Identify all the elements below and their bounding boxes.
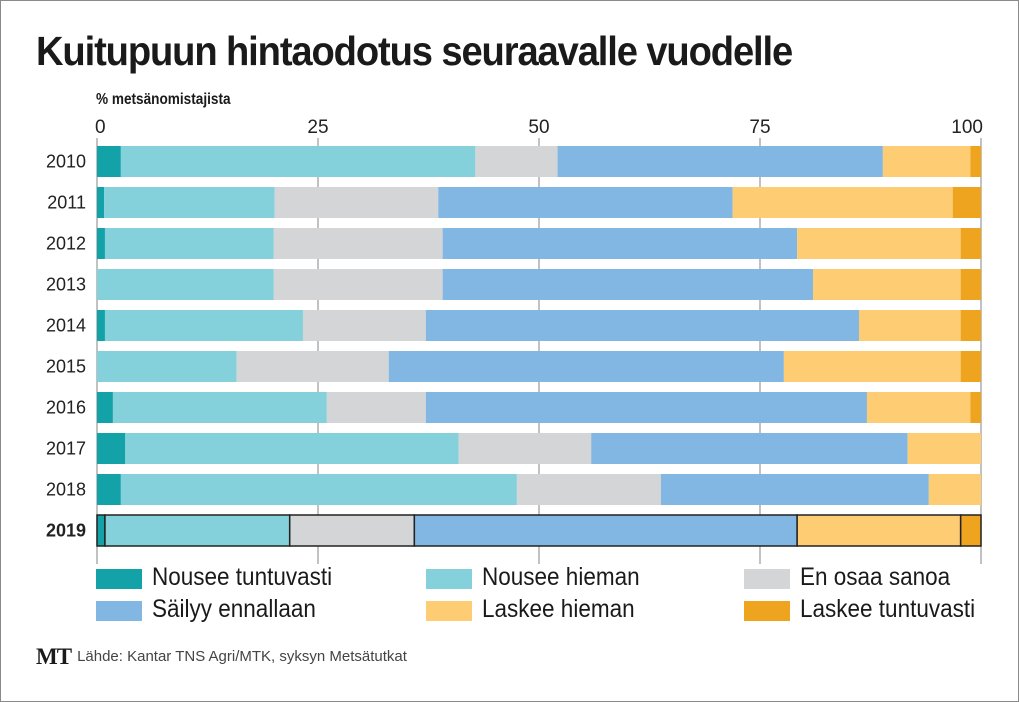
bar-segment	[732, 187, 953, 218]
bar-segment	[97, 146, 121, 177]
bar-segment	[274, 187, 439, 218]
y-tick-label: 2016	[46, 398, 86, 418]
legend-swatch	[426, 569, 472, 589]
bar-segment	[104, 310, 303, 341]
bar-segment	[97, 228, 105, 259]
x-tick-label: 0	[95, 117, 106, 138]
bar-segment	[866, 392, 971, 423]
source-line: MT Lähde: Kantar TNS Agri/MTK, syksyn Met…	[36, 644, 407, 670]
chart-title: Kuitupuun hintaodotus seuraavalle vuodel…	[36, 28, 793, 74]
y-tick-label: 2019	[46, 521, 86, 541]
bar-segment	[442, 228, 798, 259]
y-tick-label: 2015	[46, 357, 86, 377]
bar-segment	[273, 228, 443, 259]
legend-label: Laskee tuntuvasti	[800, 595, 976, 623]
bar-segment	[97, 474, 121, 505]
bar-segment	[783, 351, 961, 382]
bar-segment	[813, 269, 961, 300]
axis-unit-label: % metsänomistajista	[96, 91, 231, 108]
bar-segment	[458, 433, 592, 464]
y-tick-label: 2017	[46, 439, 86, 459]
legend-swatch	[744, 569, 790, 589]
bar-segment	[120, 146, 476, 177]
y-tick-label: 2014	[46, 316, 86, 336]
y-axis-labels: 2010 2011 2012 2013 2014 2015 2016 2017 2018 2019	[46, 152, 86, 541]
bar-segment	[557, 146, 883, 177]
bar-segment	[928, 474, 981, 505]
x-tick-label: 50	[528, 117, 549, 138]
bars	[96, 146, 982, 547]
bar-segment	[859, 310, 961, 341]
bar-segment	[952, 187, 981, 218]
bar-segment	[104, 514, 291, 547]
bar-segment	[960, 228, 981, 259]
bar-segment	[112, 392, 327, 423]
legend-label: Nousee hieman	[482, 563, 640, 591]
bar-segment	[97, 187, 105, 218]
bar-segment	[425, 310, 860, 341]
bar-segment	[425, 392, 867, 423]
bar-segment	[236, 351, 389, 382]
source-text: Lähde: Kantar TNS Agri/MTK, syksyn Metsä…	[77, 648, 407, 665]
bar-segment	[882, 146, 971, 177]
legend-swatch	[96, 601, 142, 621]
y-tick-label: 2010	[46, 152, 86, 172]
bar-segment	[388, 351, 784, 382]
legend-label: Nousee tuntuvasti	[152, 563, 333, 591]
bar-segment	[660, 474, 929, 505]
x-tick-label: 100	[951, 117, 983, 138]
bar-segment	[796, 514, 962, 547]
bar-segment	[907, 433, 981, 464]
bar-segment	[96, 514, 106, 547]
bar-segment	[97, 351, 237, 382]
bar-segment	[104, 228, 274, 259]
x-tick-label: 25	[307, 117, 328, 138]
bar-segment	[97, 433, 126, 464]
x-tick-label: 75	[749, 117, 770, 138]
y-tick-label: 2012	[46, 234, 86, 254]
y-tick-label: 2018	[46, 480, 86, 500]
bar-segment	[516, 474, 661, 505]
legend-label: Laskee hieman	[482, 595, 635, 623]
bar-segment	[960, 310, 981, 341]
legend-label: Säilyy ennallaan	[152, 595, 316, 623]
bar-segment	[960, 351, 981, 382]
x-axis-ticks: 0 25 50 75 100	[95, 117, 983, 138]
bar-segment	[97, 310, 105, 341]
bar-segment	[413, 514, 798, 547]
y-tick-label: 2013	[46, 275, 86, 295]
bar-segment	[438, 187, 733, 218]
bar-segment	[97, 269, 274, 300]
mt-logo: MT	[36, 644, 72, 669]
bar-segment	[104, 187, 275, 218]
legend-swatch	[96, 569, 142, 589]
bar-segment	[475, 146, 558, 177]
bar-segment	[97, 392, 113, 423]
bar-segment	[302, 310, 426, 341]
y-tick-label: 2011	[47, 193, 86, 213]
bar-segment	[442, 269, 814, 300]
bar-segment	[970, 392, 981, 423]
bar-segment	[273, 269, 443, 300]
bar-segment	[970, 146, 981, 177]
bar-segment	[960, 269, 981, 300]
bar-segment	[288, 514, 416, 547]
legend-swatch	[744, 601, 790, 621]
legend-swatch	[426, 601, 472, 621]
bar-segment	[125, 433, 459, 464]
bar-segment	[959, 514, 982, 547]
bar-segment	[120, 474, 517, 505]
bar-segment	[591, 433, 908, 464]
bar-segment	[797, 228, 961, 259]
legend-label: En osaa sanoa	[800, 563, 951, 591]
bar-segment	[326, 392, 426, 423]
